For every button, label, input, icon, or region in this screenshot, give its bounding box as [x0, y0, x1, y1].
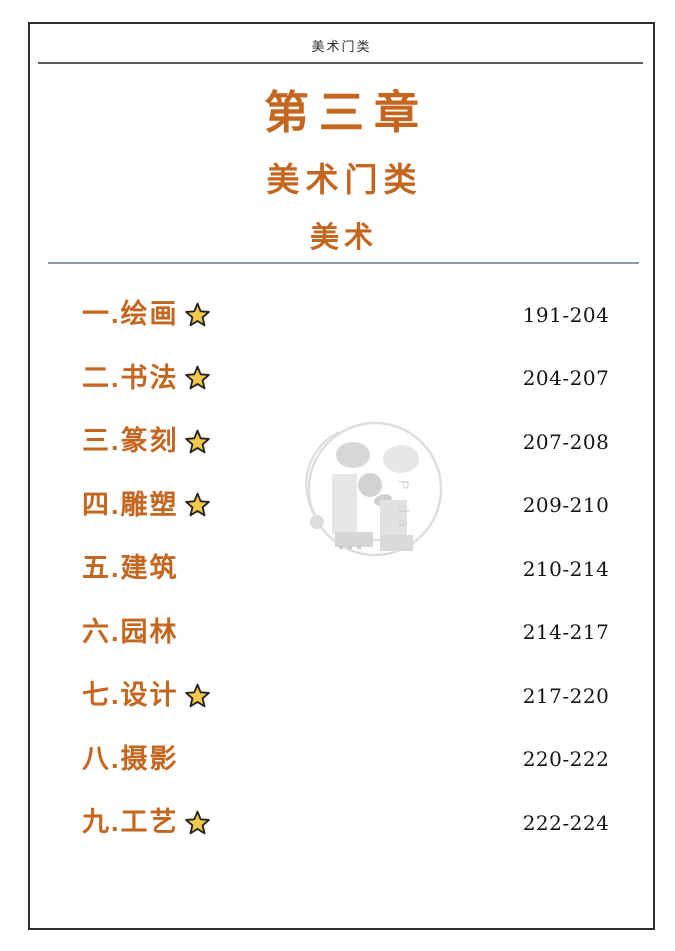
toc-item-label: 五.建筑	[82, 553, 179, 584]
toc-item-label: 四.雕塑	[82, 489, 179, 520]
star-icon	[184, 492, 210, 517]
toc-item-label: 三.篆刻	[82, 426, 179, 457]
toc-item: 九.工艺 222-224	[30, 791, 653, 855]
star-icon	[184, 683, 210, 708]
toc-item-pages: 214-217	[522, 620, 610, 645]
toc-item-label: 一.绘画	[82, 299, 179, 330]
toc-item: 三.篆刻 207-208	[30, 410, 653, 474]
toc-item-pages: 222-224	[522, 810, 610, 835]
document-page: 美术门类 第三章 美术门类 美术 P da	[28, 22, 655, 930]
toc-item-label: 九.工艺	[82, 807, 179, 838]
toc-item-label: 八.摄影	[82, 743, 179, 774]
toc-item-label: 七.设计	[82, 680, 179, 711]
toc-item-pages: 217-220	[522, 683, 610, 708]
toc-item-pages: 191-204	[522, 302, 610, 327]
chapter-title: 第三章	[263, 86, 429, 138]
star-icon	[184, 429, 210, 454]
toc-item: 一.绘画 191-204	[30, 283, 653, 347]
toc-list: 一.绘画 191-204 二.书法 204-207 三.篆刻 207-208	[30, 283, 653, 855]
star-icon	[184, 810, 210, 835]
toc-item-pages: 207-208	[522, 429, 610, 454]
running-header: 美术门类	[311, 39, 372, 54]
toc-item-pages: 210-214	[522, 556, 610, 581]
toc-item-pages: 204-207	[522, 366, 610, 391]
toc-item: 七.设计 217-220	[30, 664, 653, 728]
toc-item-label: 六.园林	[82, 616, 179, 647]
toc-item: 四.雕塑 209-210	[30, 473, 653, 537]
star-icon	[184, 302, 210, 327]
subsection-title: 美术	[309, 221, 378, 254]
star-icon	[184, 365, 210, 390]
section-title: 美术门类	[266, 160, 423, 198]
header-rule	[38, 61, 643, 64]
toc-item-label: 二.书法	[82, 362, 179, 393]
divider-rule	[48, 261, 639, 264]
toc-item: 二.书法 204-207	[30, 346, 653, 410]
toc-item: 六.园林 214-217	[30, 600, 653, 664]
toc-item: 五.建筑 210-214	[30, 537, 653, 601]
toc-item-pages: 209-210	[522, 493, 610, 518]
toc-item: 八.摄影 220-222	[30, 727, 653, 791]
toc-item-pages: 220-222	[522, 747, 610, 772]
